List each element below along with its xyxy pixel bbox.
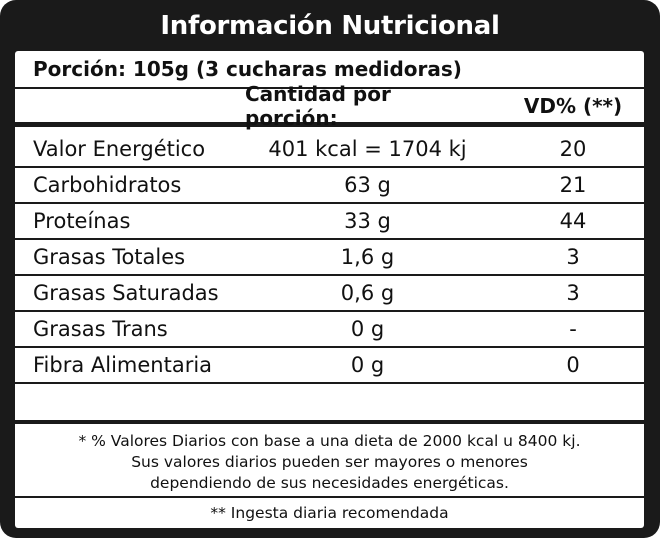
table-row: Fibra Alimentaria 0 g 0: [15, 348, 644, 384]
spacer-row: [15, 384, 644, 424]
table-row: Valor Energético 401 kcal = 1704 kj 20: [15, 132, 644, 168]
table-row: Grasas Saturadas 0,6 g 3: [15, 276, 644, 312]
nutrient-name: Grasas Trans: [33, 317, 168, 341]
table-header: Cantidad por porción: VD% (**): [15, 81, 644, 130]
nutrition-panel: Porción: 105g (3 cucharas medidoras) Can…: [15, 51, 644, 528]
nutrient-name: Carbohidratos: [33, 173, 182, 197]
nutrient-vd: 0: [566, 353, 580, 377]
nutrient-vd: 3: [566, 245, 580, 269]
title-bar: Información Nutricional: [0, 0, 660, 52]
recommended-intake-note: ** Ingesta diaria recomendada: [210, 504, 449, 522]
nutrient-name: Grasas Totales: [33, 245, 186, 269]
nutrient-amount: 63 g: [344, 173, 391, 197]
nutrient-name: Fibra Alimentaria: [33, 353, 213, 377]
nutrient-amount: 401 kcal = 1704 kj: [268, 137, 467, 161]
nutrient-vd: 20: [559, 137, 587, 161]
table-row: Grasas Totales 1,6 g 3: [15, 240, 644, 276]
serving-size: Porción: 105g (3 cucharas medidoras): [15, 51, 644, 89]
nutrient-vd: 44: [559, 209, 587, 233]
nutrient-amount: 0 g: [350, 353, 385, 377]
nutrient-vd: 3: [566, 281, 580, 305]
nutrient-vd: 21: [559, 173, 587, 197]
nutrient-vd: -: [569, 317, 577, 341]
footnote-line: Sus valores diarios pueden ser mayores o…: [131, 452, 528, 471]
daily-values-footnote: * % Valores Diarios con base a una dieta…: [15, 428, 644, 498]
nutrient-amount: 33 g: [344, 209, 391, 233]
table-row: Grasas Trans 0 g -: [15, 312, 644, 348]
table-row: Proteínas 33 g 44: [15, 204, 644, 240]
nutrient-name: Grasas Saturadas: [33, 281, 219, 305]
footnote-line: * % Valores Diarios con base a una dieta…: [78, 431, 581, 450]
footnote-line: dependiendo de sus necesidades energétic…: [150, 473, 509, 492]
nutrient-amount: 1,6 g: [340, 245, 395, 269]
nutrient-amount: 0 g: [350, 317, 385, 341]
table-row: Carbohidratos 63 g 21: [15, 168, 644, 204]
nutrient-name: Valor Energético: [33, 137, 206, 161]
nutrient-amount: 0,6 g: [340, 281, 395, 305]
label-title: Información Nutricional: [160, 11, 500, 41]
header-amount: Cantidad por porción:: [245, 81, 391, 130]
header-vd: VD% (**): [523, 93, 623, 118]
nutrient-name: Proteínas: [33, 209, 131, 233]
